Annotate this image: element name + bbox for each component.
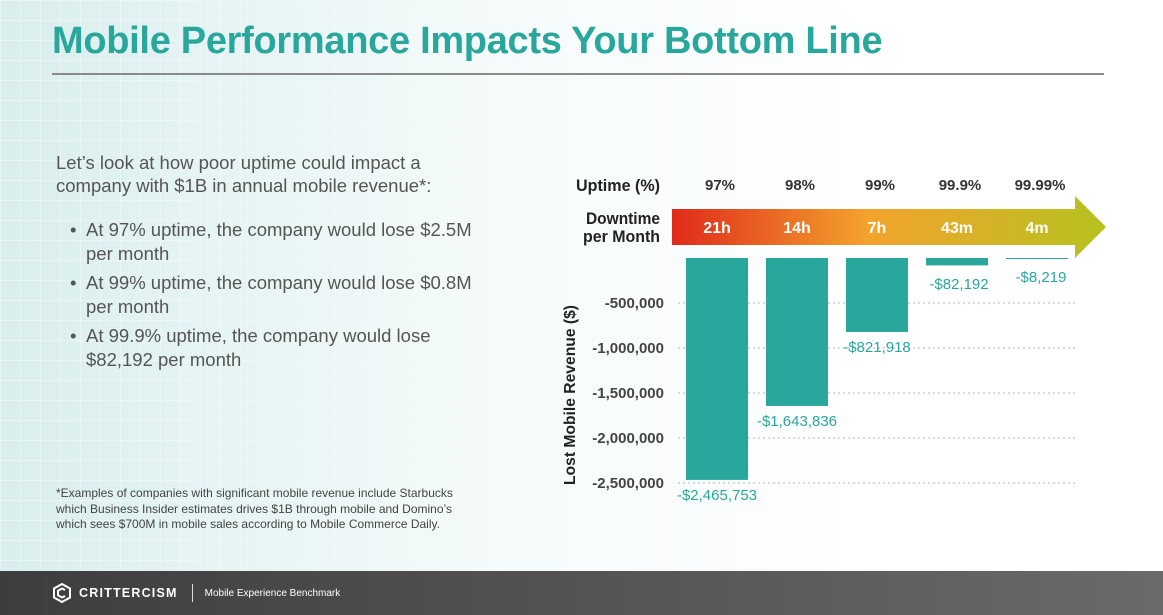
bar-value-label: -$1,643,836 [757,413,837,430]
footer-divider [191,584,193,602]
footer-subtitle: Mobile Experience Benchmark [204,587,341,599]
bar-value-label: -$82,192 [929,276,988,293]
bullet-list: At 97% uptime, the company would lose $2… [70,218,490,377]
footer-bar: CRITTERCISM Mobile Experience Benchmark [0,571,1163,615]
bullet-item: At 99.9% uptime, the company would lose … [70,324,490,372]
chart-labels: -500,000 -1,000,000 -1,500,000 -2,000,000 -2… [562,176,1066,504]
crittercism-logo-icon [53,583,71,603]
downtime-arrow [672,196,1106,258]
title-divider [52,73,1104,75]
y-tick-label: -1,500,000 [592,385,664,402]
uptime-label: Uptime (%) [576,176,660,195]
bar [926,258,988,266]
bar-value-label: -$821,918 [843,339,911,356]
footnote: *Examples of companies with significant … [56,486,453,531]
lost-revenue-chart: -500,000 -1,000,000 -1,500,000 -2,000,000 -2… [562,176,1106,504]
bar [686,258,748,480]
bar [1006,258,1068,259]
y-tick-label: -2,000,000 [592,430,664,447]
bullet-item: At 97% uptime, the company would lose $2… [70,218,490,266]
x-category-label: 99% [865,177,895,194]
y-axis-title: Lost Mobile Revenue ($) [562,305,579,485]
page-title: Mobile Performance Impacts Your Bottom L… [52,20,883,62]
bar-value-label: -$8,219 [1016,269,1067,286]
downtime-value-label: 43m [941,220,973,237]
bar [846,258,908,332]
downtime-value-label: 21h [703,220,731,237]
y-tick-label: -500,000 [605,295,664,312]
y-tick-label: -1,000,000 [592,340,664,357]
y-tick-label: -2,500,000 [592,475,664,492]
bar [766,258,828,406]
downtime-label-line2: per Month [583,227,660,246]
x-category-label: 99.9% [939,177,982,194]
downtime-value-label: 14h [783,220,811,237]
footer-brand: CRITTERCISM [79,586,178,600]
x-category-label: 99.99% [1015,177,1066,194]
downtime-value-label: 4m [1025,220,1048,237]
bar-value-label: -$2,465,753 [677,487,757,504]
x-category-label: 98% [785,177,815,194]
x-category-label: 97% [705,177,735,194]
bullet-item: At 99% uptime, the company would lose $0… [70,271,490,319]
downtime-label-line1: Downtime [586,209,660,228]
intro-text: Let’s look at how poor uptime could impa… [56,152,432,196]
chart-bars [686,258,1068,480]
downtime-value-label: 7h [868,220,887,237]
